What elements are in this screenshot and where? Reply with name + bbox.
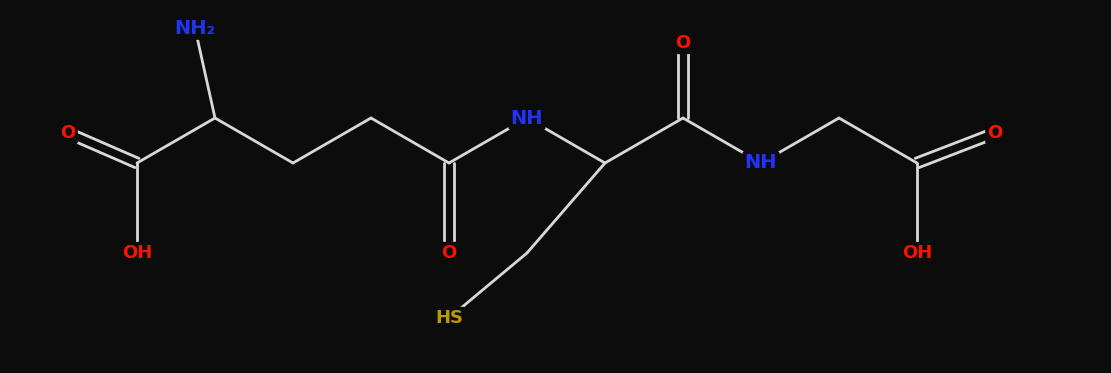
Text: OH: OH [902, 244, 932, 262]
Text: OH: OH [122, 244, 152, 262]
Text: HS: HS [436, 309, 463, 327]
Text: NH: NH [744, 154, 778, 172]
Text: O: O [675, 34, 691, 52]
Text: O: O [441, 244, 457, 262]
Text: O: O [988, 124, 1002, 142]
Text: O: O [60, 124, 76, 142]
Text: NH₂: NH₂ [174, 19, 216, 38]
Text: NH: NH [511, 109, 543, 128]
